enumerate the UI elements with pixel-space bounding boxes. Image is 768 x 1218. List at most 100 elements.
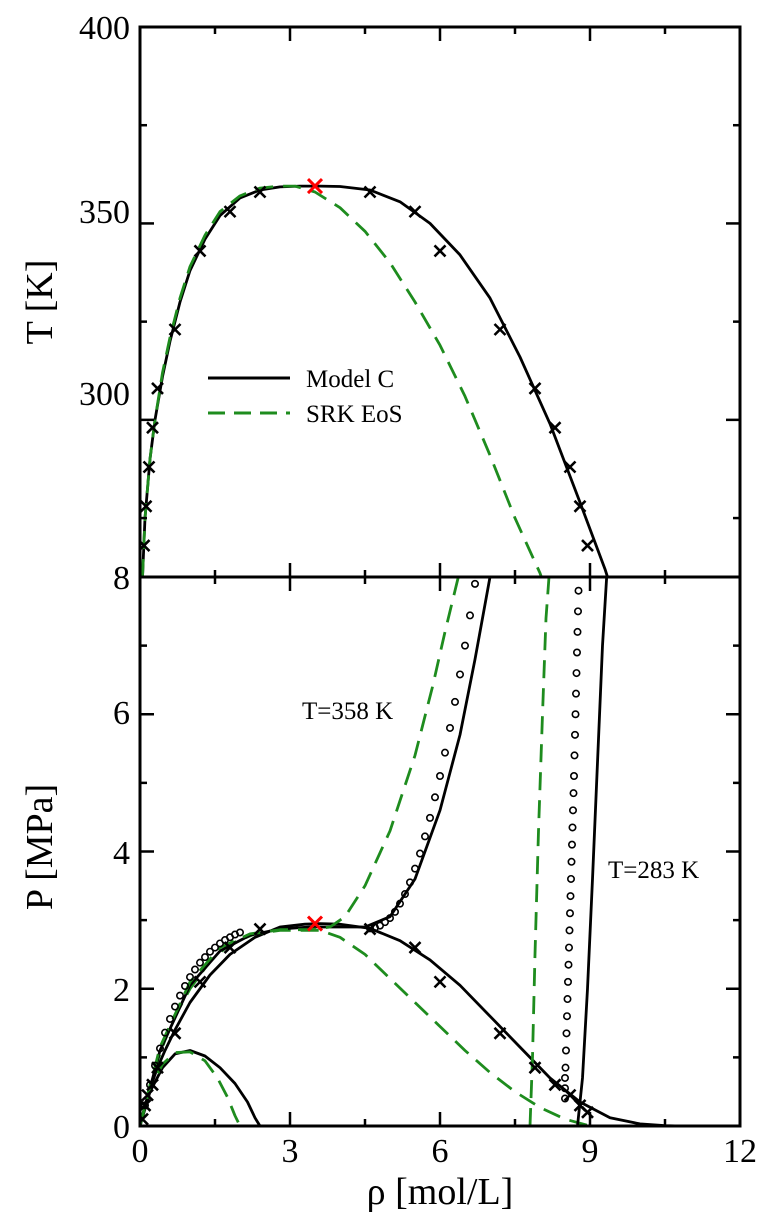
bottom-circle-point-0 [430, 793, 439, 802]
bottom-x-marker [140, 1112, 149, 1126]
bottom-circle-point-1 [574, 586, 583, 595]
bottom-circle-point-0 [390, 907, 399, 916]
bottom-circle-point-1 [561, 1063, 570, 1072]
bottom-circle-point-1 [561, 1046, 570, 1055]
bottom-circle-point-0 [191, 965, 200, 974]
top-critical-point [306, 178, 324, 195]
top-series-1 [141, 184, 543, 577]
bottom-x-marker [493, 1026, 507, 1040]
bottom-circle-point-0 [482, 553, 488, 559]
bottom-circle-point-1 [564, 943, 573, 952]
top-x-marker [363, 185, 377, 199]
bottom-circle-point-0 [460, 641, 469, 650]
bottom-circle-point-0 [380, 918, 389, 927]
bottom-circle-point-0 [211, 943, 220, 952]
bottom-circle-point-1 [572, 648, 581, 657]
top-x-marker [408, 205, 422, 219]
top-x-marker [151, 382, 164, 395]
bottom-circle-point-0 [141, 1101, 150, 1110]
bottom-circle-point-1 [563, 977, 572, 986]
bottom-series-2 [140, 1049, 262, 1126]
bottom-circle-point-0 [465, 611, 474, 620]
bottom-y-tick-4: 4 [113, 835, 130, 872]
bottom-circle-point-0 [181, 982, 190, 991]
bottom-circle-point-0 [455, 670, 464, 679]
bottom-circle-point-1 [573, 607, 582, 616]
bottom-circle-point-0 [440, 748, 449, 757]
bottom-circle-point-1 [565, 909, 574, 918]
bottom-circle-point-0 [206, 947, 215, 956]
bottom-circle-point-1 [569, 789, 578, 798]
bottom-circle-point-0 [236, 928, 245, 937]
bottom-circle-point-0 [470, 579, 479, 588]
top-x-marker [573, 499, 587, 513]
bottom-y-axis-label: P [MPa] [19, 784, 61, 910]
bottom-circle-point-0 [186, 973, 195, 982]
bottom-x-marker [193, 975, 207, 989]
top-x-marker [563, 460, 577, 474]
bottom-x-marker [151, 1061, 164, 1075]
top-x-marker [146, 421, 159, 435]
bottom-circle-point-1 [563, 995, 572, 1004]
annotation-t283: T=283 K [608, 857, 699, 884]
top-x-marker [581, 539, 594, 552]
bottom-panel-frame [138, 575, 742, 1128]
bottom-circle-point-0 [415, 849, 424, 858]
top-x-marker [493, 323, 507, 336]
annotation-t358: T=358 K [302, 698, 393, 725]
bottom-circle-point-1 [562, 1012, 571, 1021]
bottom-y-tick-0: 0 [113, 1109, 130, 1146]
bottom-circle-point-0 [385, 914, 394, 923]
bottom-circle-point-1 [566, 892, 575, 901]
bottom-circle-point-1 [567, 840, 576, 849]
bottom-circle-point-1 [560, 1073, 569, 1082]
bottom-x-marker [528, 1061, 542, 1075]
bottom-circle-point-1 [568, 823, 577, 832]
bottom-circle-point-1 [573, 627, 582, 636]
bottom-x-marker [408, 941, 422, 954]
top-x-marker [253, 185, 267, 199]
bottom-circle-point-0 [196, 958, 205, 967]
top-x-marker [140, 499, 153, 513]
bottom-circle-point-1 [572, 669, 581, 678]
top-x-marker [193, 244, 207, 258]
bottom-circle-point-1 [568, 806, 577, 815]
bottom-x-marker [363, 922, 377, 936]
bottom-x-marker [146, 1078, 159, 1092]
x-axis-label: ρ [mol/L] [367, 1171, 514, 1213]
top-x-marker [168, 323, 182, 336]
bottom-circle-point-1 [562, 1029, 571, 1038]
top-x-marker [223, 205, 237, 219]
bottom-circle-point-0 [156, 1044, 165, 1053]
x-tick-9: 9 [582, 1133, 599, 1170]
bottom-circle-point-0 [425, 813, 434, 822]
top-x-marker [433, 244, 447, 258]
x-tick-0: 0 [132, 1133, 149, 1170]
top-y-tick-8: 8 [113, 560, 130, 597]
x-tick-6: 6 [432, 1133, 449, 1170]
bottom-x-marker [563, 1088, 577, 1102]
bottom-circle-point-1 [571, 689, 580, 698]
bottom-circle-point-0 [410, 864, 419, 873]
bottom-circle-point-1 [566, 874, 575, 883]
bottom-circle-point-0 [176, 991, 185, 1000]
bottom-y-tick-2: 2 [113, 972, 130, 1009]
bottom-x-marker [548, 1078, 562, 1092]
top-panel-plot: 400 350 300 8 T [K] Model C SRK EoS [19, 10, 742, 597]
bottom-circle-point-0 [166, 1014, 175, 1023]
bottom-circle-point-0 [400, 890, 409, 899]
bottom-circle-point-0 [395, 899, 404, 908]
top-panel-frame [138, 25, 742, 579]
bottom-circle-point-0 [435, 772, 444, 781]
bottom-x-marker [223, 941, 237, 954]
bottom-series-0 [140, 922, 681, 1126]
top-x-marker [548, 421, 562, 435]
bottom-series-4 [140, 577, 492, 1126]
top-y-tick-400: 400 [79, 10, 130, 47]
legend-label-model-c: Model C [306, 366, 394, 393]
bottom-circle-point-0 [479, 560, 485, 566]
top-x-marker [528, 382, 542, 395]
bottom-circle-point-1 [570, 730, 579, 739]
bottom-circle-point-1 [570, 751, 579, 760]
bottom-circle-point-0 [161, 1028, 170, 1037]
